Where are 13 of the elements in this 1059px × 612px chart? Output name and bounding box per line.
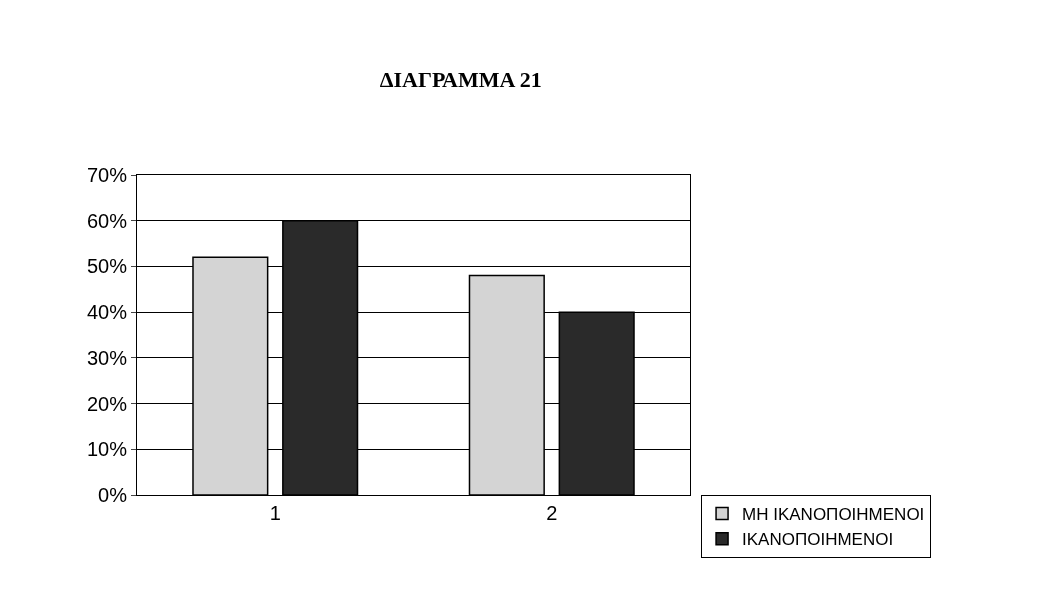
y-tick-label: 10% — [86, 438, 128, 461]
y-tick-label: 30% — [86, 346, 128, 369]
y-tick-label: 0% — [98, 484, 128, 506]
y-tick-label: 70% — [86, 164, 128, 186]
y-tick-label: 60% — [86, 209, 128, 232]
chart-title: ΔΙΑΓΡΑΜΜΑ 21 — [379, 67, 542, 93]
x-tick-label: 1 — [269, 502, 281, 524]
legend-label: ΜΗ ΙΚΑΝΟΠΟΙΗΜΕΝΟΙ — [742, 505, 925, 525]
y-tick-label: 20% — [86, 392, 128, 415]
y-tick-label: 40% — [86, 301, 128, 324]
x-tick-label: 2 — [546, 502, 558, 524]
legend-label: ΙΚΑΝΟΠΟΙΗΜΕΝΟΙ — [742, 530, 894, 550]
y-tick-label: 50% — [86, 255, 128, 278]
